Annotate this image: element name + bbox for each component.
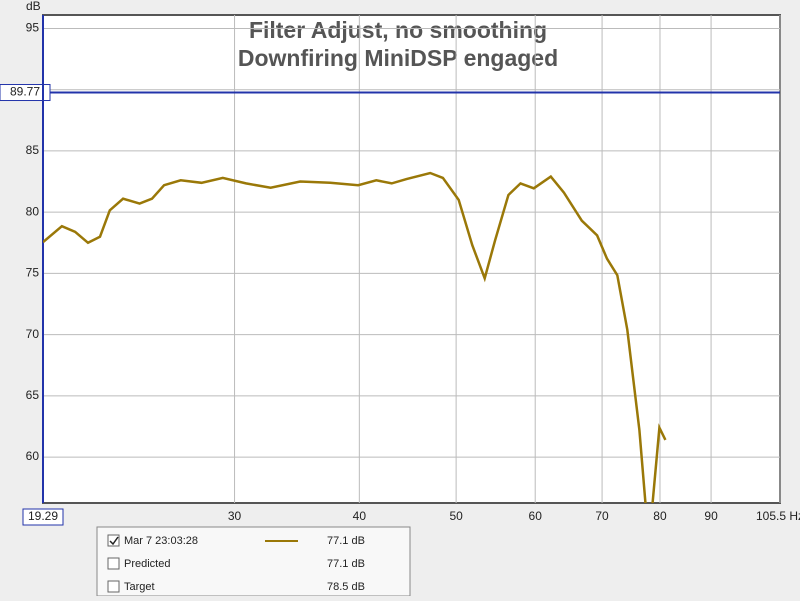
y-axis-label: dB: [26, 0, 41, 13]
legend-checkbox[interactable]: [107, 580, 120, 593]
legend-checkbox[interactable]: [107, 534, 120, 547]
y-tick-label: 65: [26, 388, 40, 402]
x-tick-label: 60: [529, 509, 543, 523]
x-tick-label: 50: [449, 509, 463, 523]
x-tick-label: 105.5 Hz: [756, 509, 800, 523]
plot-area: [42, 14, 781, 504]
legend-name: Predicted: [124, 558, 170, 570]
legend-box: [96, 526, 411, 597]
y-tick-label: 85: [26, 143, 40, 157]
cursor-label: 89.77: [10, 85, 40, 99]
y-tick-label: 75: [26, 266, 40, 280]
x-tick-label: 40: [353, 509, 367, 523]
cursor-label-box: [22, 508, 64, 526]
data-line: [43, 171, 667, 503]
x-tick-label: 80: [653, 509, 667, 523]
x-tick-label: 70: [595, 509, 609, 523]
chart-title: Filter Adjust, no smoothing: [249, 17, 547, 43]
cursor-label-box: [0, 84, 51, 102]
y-tick-label: 80: [26, 204, 40, 218]
legend-reading: 77.1 dB: [327, 558, 365, 570]
x-tick-label: 30: [228, 509, 242, 523]
legend-check: [109, 536, 119, 546]
legend-name: Target: [124, 581, 155, 593]
cursor-label: 19.29: [28, 509, 58, 523]
legend-reading: 78.5 dB: [327, 581, 365, 593]
legend-reading: 77.1 dB: [327, 535, 365, 547]
y-tick-label: 70: [26, 327, 40, 341]
y-tick-label: 60: [26, 449, 40, 463]
legend-name: Mar 7 23:03:28: [124, 535, 198, 547]
chart-subtitle: Downfiring MiniDSP engaged: [238, 45, 558, 71]
x-tick-label: 90: [704, 509, 718, 523]
y-tick-label: 95: [26, 21, 40, 35]
legend-checkbox[interactable]: [107, 557, 120, 570]
